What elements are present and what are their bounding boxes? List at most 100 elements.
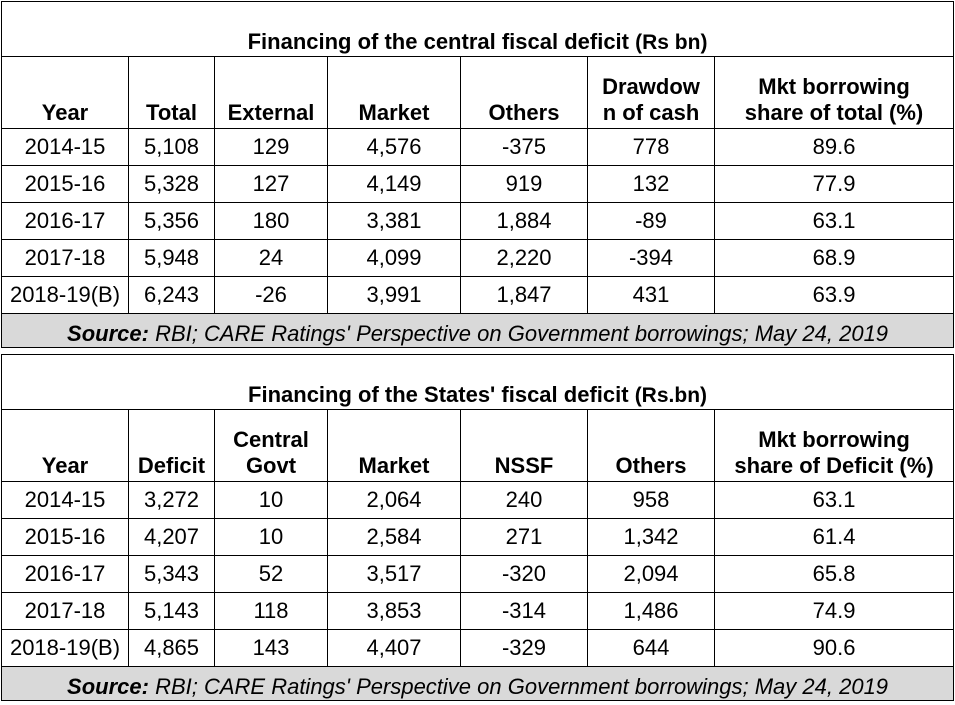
table-cell: 4,149: [327, 165, 461, 203]
column-header: Mkt borrowing share of Deficit (%): [713, 409, 955, 482]
table-cell: 644: [587, 629, 715, 667]
table-cell: -320: [460, 555, 588, 593]
table-cell: -375: [460, 128, 588, 166]
column-header: NSSF: [460, 409, 588, 482]
table-cell: 5,948: [128, 239, 215, 277]
table-cell: 919: [460, 165, 588, 203]
table-cell: -314: [460, 592, 588, 630]
table-cell: 240: [460, 481, 588, 519]
table-cell: 132: [587, 165, 715, 203]
table-cell: 3,272: [128, 481, 215, 519]
table-cell: 2014-15: [1, 128, 129, 166]
source-note: Source: RBI; CARE Ratings' Perspective o…: [0, 313, 955, 348]
source-row: Source: RBI; CARE Ratings' Perspective o…: [0, 666, 955, 701]
table-cell: 2,220: [460, 239, 588, 277]
table-cell: 10: [214, 481, 328, 519]
table-cell: 61.4: [713, 518, 955, 556]
table-cell: 3,381: [327, 202, 461, 240]
table-cell: 74.9: [713, 592, 955, 630]
table-cell: 2015-16: [1, 165, 129, 203]
table-unit: (Rs bn): [635, 31, 708, 54]
table-cell: 90.6: [713, 629, 955, 667]
table-cell: 4,576: [327, 128, 461, 166]
table-cell: 24: [214, 239, 328, 277]
table-cell: 5,343: [128, 555, 215, 593]
table-cell: 4,099: [327, 239, 461, 277]
table-row: 2014-15 5,108 129 4,576 -375 778 89.6: [1, 128, 955, 166]
table-cell: 65.8: [713, 555, 955, 593]
table-title: Financing of the central fiscal deficit …: [0, 1, 955, 57]
table-cell: 1,486: [587, 592, 715, 630]
table-cell: 5,143: [128, 592, 215, 630]
table-cell: 4,407: [327, 629, 461, 667]
table-cell: 180: [214, 202, 328, 240]
table-cell: 2018-19(B): [1, 276, 129, 314]
table-cell: 2,584: [327, 518, 461, 556]
table-cell: 5,328: [128, 165, 215, 203]
table-cell: 63.1: [713, 202, 955, 240]
table-cell: 10: [214, 518, 328, 556]
table-cell: 2,094: [587, 555, 715, 593]
table-cell: 2014-15: [1, 481, 129, 519]
states-deficit-table: Financing of the States' fiscal deficit …: [0, 354, 955, 701]
table-row: 2017-18 5,143 118 3,853 -314 1,486 74.9: [1, 592, 955, 630]
column-header: Year: [1, 409, 129, 482]
table-cell: 68.9: [713, 239, 955, 277]
table-cell: 5,356: [128, 202, 215, 240]
source-note: Source: RBI; CARE Ratings' Perspective o…: [0, 666, 955, 701]
column-header: Total: [128, 56, 215, 129]
table-cell: 3,853: [327, 592, 461, 630]
source-text: RBI; CARE Ratings' Perspective on Govern…: [155, 321, 889, 346]
table-cell: -329: [460, 629, 588, 667]
table-title: Financing of the States' fiscal deficit …: [0, 354, 955, 410]
column-header: Central Govt: [214, 409, 328, 482]
table-title-text: Financing of the central fiscal deficit: [247, 29, 629, 54]
table-row: 2018-19(B) 4,865 143 4,407 -329 644 90.6: [1, 629, 955, 667]
table-cell: 778: [587, 128, 715, 166]
table-cell: 3,517: [327, 555, 461, 593]
table-cell: 958: [587, 481, 715, 519]
source-label: Source:: [67, 674, 149, 699]
column-header: Year: [1, 56, 129, 129]
table-cell: 271: [460, 518, 588, 556]
table-cell: 2017-18: [1, 239, 129, 277]
table-row: 2018-19(B) 6,243 -26 3,991 1,847 431 63.…: [1, 276, 955, 314]
column-header: Others: [587, 409, 715, 482]
table-cell: 52: [214, 555, 328, 593]
column-header: External: [214, 56, 328, 129]
table-unit: (Rs.bn): [634, 384, 708, 407]
table-cell: 2,064: [327, 481, 461, 519]
table-cell: 1,342: [587, 518, 715, 556]
source-text: RBI; CARE Ratings' Perspective on Govern…: [155, 674, 889, 699]
header-row: Year Total External Market Others Drawdo…: [1, 56, 955, 129]
column-header: Mkt borrowing share of total (%): [713, 56, 955, 129]
central-deficit-table: Financing of the central fiscal deficit …: [0, 1, 955, 348]
table-cell: 2018-19(B): [1, 629, 129, 667]
table-cell: -26: [214, 276, 328, 314]
table-cell: 2016-17: [1, 202, 129, 240]
table-cell: 118: [214, 592, 328, 630]
source-row: Source: RBI; CARE Ratings' Perspective o…: [0, 313, 955, 348]
table-row: 2014-15 3,272 10 2,064 240 958 63.1: [1, 481, 955, 519]
table-cell: 127: [214, 165, 328, 203]
table-cell: 89.6: [713, 128, 955, 166]
column-header: Market: [327, 56, 461, 129]
table-cell: 2015-16: [1, 518, 129, 556]
table-cell: 1,884: [460, 202, 588, 240]
table-cell: 4,865: [128, 629, 215, 667]
table-cell: -394: [587, 239, 715, 277]
table-row: 2016-17 5,356 180 3,381 1,884 -89 63.1: [1, 202, 955, 240]
table-cell: 63.9: [713, 276, 955, 314]
table-cell: -89: [587, 202, 715, 240]
table-row: 2017-18 5,948 24 4,099 2,220 -394 68.9: [1, 239, 955, 277]
table-cell: 77.9: [713, 165, 955, 203]
header-row: Year Deficit Central Govt Market NSSF Oth…: [1, 409, 955, 482]
table-cell: 4,207: [128, 518, 215, 556]
table-cell: 2016-17: [1, 555, 129, 593]
table-cell: 431: [587, 276, 715, 314]
table-title-text: Financing of the States' fiscal deficit: [248, 382, 629, 407]
table-cell: 129: [214, 128, 328, 166]
column-header: Market: [327, 409, 461, 482]
column-header: Others: [460, 56, 588, 129]
